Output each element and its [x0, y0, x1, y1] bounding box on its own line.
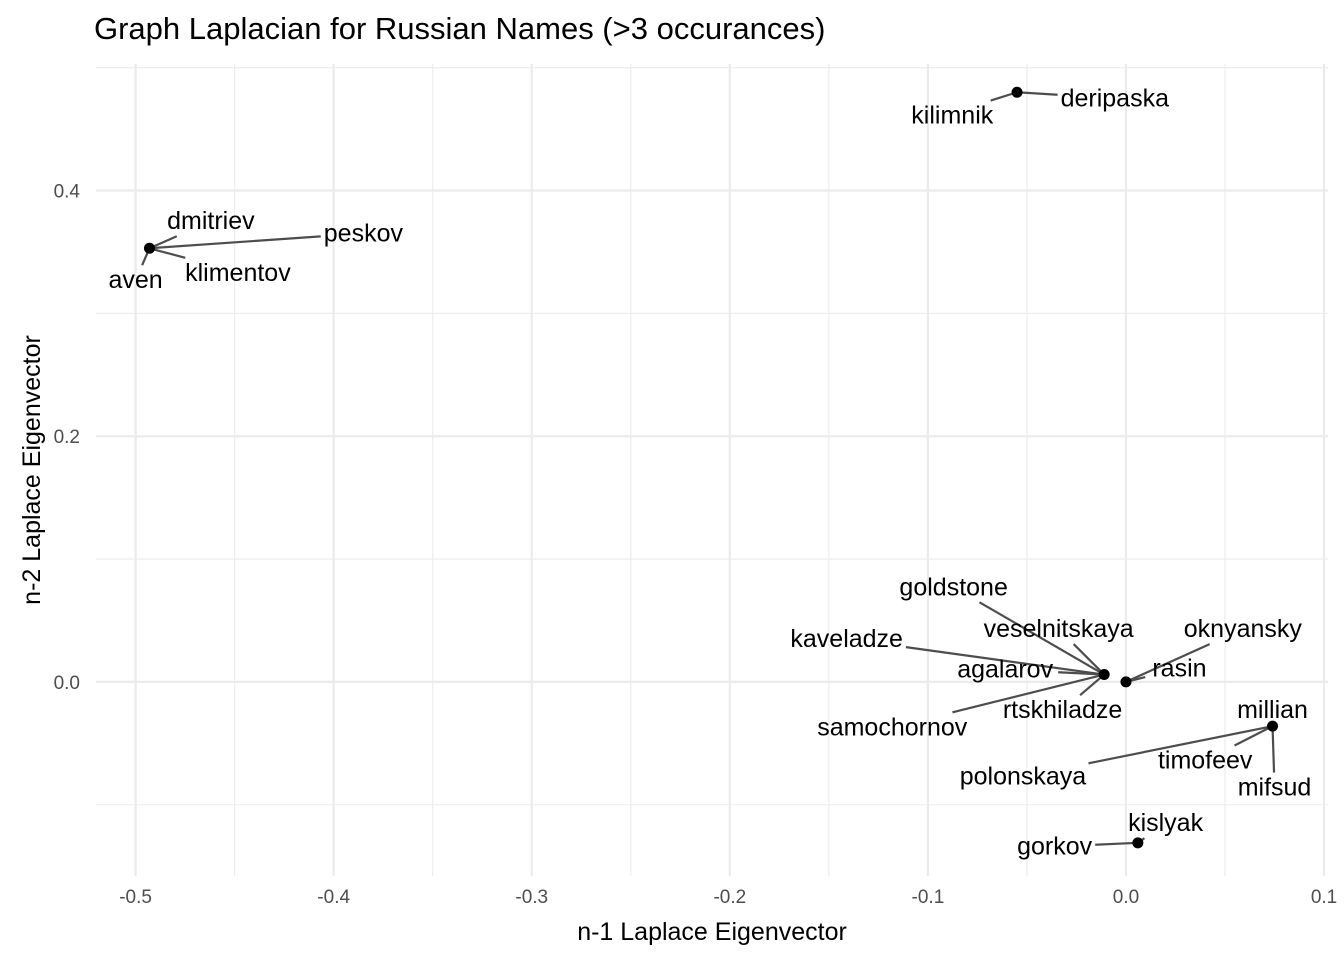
- leader-line-kaveladze: [905, 646, 1105, 676]
- leader-line-klimentov: [149, 247, 186, 259]
- point-label-aven: aven: [109, 266, 163, 294]
- leader-line-goldstone: [978, 601, 1105, 676]
- x-tick-label: 0.0: [1113, 887, 1139, 908]
- leader-line-mifsud: [1271, 726, 1276, 773]
- point-label-agalarov: agalarov: [957, 656, 1053, 684]
- leader-line-peskov: [149, 235, 321, 250]
- point-label-goldstone: goldstone: [899, 573, 1007, 601]
- leader-line-timofeev: [1234, 725, 1274, 747]
- point-label-mifsud: mifsud: [1238, 774, 1312, 802]
- y-tick-label: 0.4: [54, 182, 81, 203]
- point-label-millian: millian: [1237, 696, 1308, 724]
- point-label-kilimnik: kilimnik: [911, 102, 993, 130]
- point-labels: deripaska kilimnik dmitriev peskov klimentov…: [109, 84, 1312, 860]
- x-tick-label: -0.5: [119, 887, 152, 908]
- data-point: [1098, 669, 1110, 681]
- point-label-kaveladze: kaveladze: [790, 625, 903, 653]
- leader-line-samochornov: [952, 673, 1105, 714]
- y-axis-title: n-2 Laplace Eigenvector: [18, 335, 46, 605]
- point-label-rasin: rasin: [1152, 654, 1206, 682]
- x-tick-label: -0.2: [713, 887, 746, 908]
- data-point: [1120, 676, 1132, 688]
- point-label-dmitriev: dmitriev: [167, 207, 255, 235]
- chart-title: Graph Laplacian for Russian Names (>3 oc…: [94, 11, 825, 46]
- y-tick-label: 0.0: [54, 673, 80, 694]
- leader-line-oknyansky: [1125, 643, 1211, 683]
- leader-line-gorkov: [1095, 841, 1138, 846]
- grid: [96, 64, 1328, 876]
- data-point: [1267, 720, 1279, 732]
- data-point: [143, 242, 155, 254]
- leader-line-polonskaya: [1088, 725, 1273, 765]
- x-tick-label: 0.1: [1311, 887, 1337, 908]
- point-label-peskov: peskov: [324, 220, 404, 248]
- point-label-veselnitskaya: veselnitskaya: [984, 615, 1134, 643]
- data-point: [1011, 86, 1023, 98]
- leader-line-veselnitskaya: [1072, 643, 1105, 676]
- point-label-oknyansky: oknyansky: [1184, 615, 1303, 643]
- point-label-timofeev: timofeev: [1158, 747, 1253, 775]
- point-label-kislyak: kislyak: [1128, 809, 1204, 837]
- data-point: [1132, 837, 1144, 849]
- point-label-gorkov: gorkov: [1017, 833, 1093, 861]
- x-tick-label: -0.3: [515, 887, 548, 908]
- label-leader-lines: [141, 91, 1276, 846]
- axis-ticks: -0.5 -0.4 -0.3 -0.2 -0.1 0.0 0.1 0.0 0.2 0.4: [54, 182, 1338, 908]
- x-tick-label: -0.1: [912, 887, 945, 908]
- x-tick-label: -0.4: [317, 887, 350, 908]
- point-label-samochornov: samochornov: [817, 713, 968, 741]
- point-label-klimentov: klimentov: [185, 259, 291, 287]
- data-points: [143, 86, 1279, 849]
- y-tick-label: 0.2: [54, 427, 80, 448]
- point-label-polonskaya: polonskaya: [960, 762, 1087, 790]
- leader-line-deripaska: [1016, 91, 1058, 96]
- point-label-deripaska: deripaska: [1061, 84, 1169, 112]
- leader-line-agalarov: [1058, 671, 1105, 676]
- x-axis-title: n-1 Laplace Eigenvector: [577, 918, 847, 946]
- point-label-rtskhiladze: rtskhiladze: [1003, 696, 1123, 724]
